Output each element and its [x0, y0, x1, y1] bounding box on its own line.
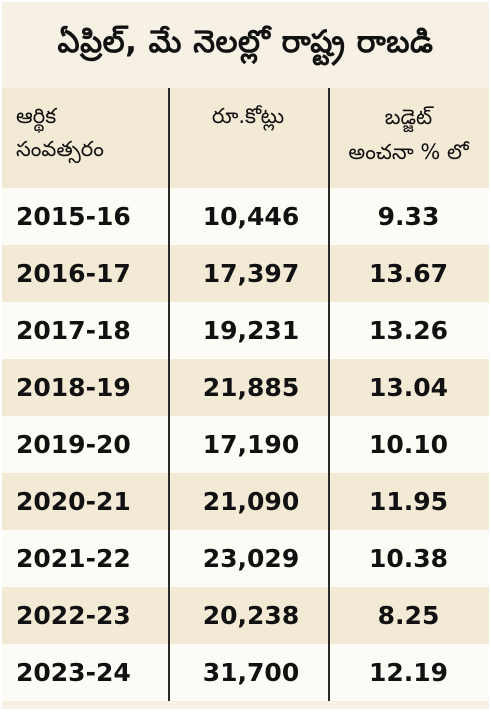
table-row: 2018-19 21,885 13.04: [2, 359, 489, 416]
column-divider: [328, 88, 330, 701]
percent-cell: 13.67: [368, 259, 449, 288]
amount-cell: 21,885: [202, 373, 300, 402]
percent-cell: 9.33: [377, 202, 440, 231]
percent-cell: 10.10: [368, 430, 449, 459]
table-row: 2022-23 20,238 8.25: [2, 587, 489, 644]
amount-cell: 23,029: [202, 544, 300, 573]
header-amount: రూ.కోట్లు: [168, 88, 328, 133]
amount-cell: 19,231: [202, 316, 300, 345]
year-cell: 2016-17: [16, 259, 131, 288]
header-amount-line: రూ.కోట్లు: [211, 104, 285, 128]
percent-cell: 13.04: [368, 373, 449, 402]
amount-cell: 21,090: [202, 487, 300, 516]
amount-cell: 10,446: [202, 202, 300, 231]
table-row: 2017-18 19,231 13.26: [2, 302, 489, 359]
year-cell: 2020-21: [16, 487, 131, 516]
year-cell: 2021-22: [16, 544, 131, 573]
header-year-line: సంవత్సరం: [16, 137, 104, 161]
page-title: ఏప్రిల్, మే నెలల్లో రాష్ట్ర రాబడి: [57, 23, 434, 60]
header-percent: బడ్జెట్ అంచనా % లో: [328, 88, 489, 170]
year-cell: 2018-19: [16, 373, 131, 402]
header-year-line: ఆర్థిక: [16, 104, 57, 128]
percent-cell: 8.25: [377, 601, 440, 630]
percent-cell: 11.95: [368, 487, 449, 516]
percent-cell: 13.26: [368, 316, 449, 345]
table-row: 2023-24 31,700 12.19: [2, 644, 489, 701]
percent-cell: 12.19: [368, 658, 449, 687]
year-cell: 2017-18: [16, 316, 131, 345]
year-cell: 2015-16: [16, 202, 131, 231]
header-year: ఆర్థిక సంవత్సరం: [2, 88, 168, 166]
year-cell: 2019-20: [16, 430, 131, 459]
amount-cell: 17,190: [202, 430, 300, 459]
amount-cell: 17,397: [202, 259, 300, 288]
table-row: 2020-21 21,090 11.95: [2, 473, 489, 530]
percent-cell: 10.38: [368, 544, 449, 573]
column-divider: [168, 88, 170, 701]
table-row: 2016-17 17,397 13.67: [2, 245, 489, 302]
header-percent-line: అంచనా % లో: [348, 140, 469, 164]
table-row: 2019-20 17,190 10.10: [2, 416, 489, 473]
amount-cell: 31,700: [202, 658, 300, 687]
amount-cell: 20,238: [202, 601, 300, 630]
table-row: 2015-16 10,446 9.33: [2, 188, 489, 245]
table-body: 2015-16 10,446 9.33 2016-17 17,397 13.67 2017-…: [2, 188, 489, 701]
table-row: 2021-22 23,029 10.38: [2, 530, 489, 587]
header-percent-line: బడ్జెట్: [384, 105, 433, 129]
revenue-table: ఆర్థిక సంవత్సరం రూ.కోట్లు బడ్జెట్ అంచనా …: [2, 88, 489, 701]
year-cell: 2022-23: [16, 601, 131, 630]
table-header-row: ఆర్థిక సంవత్సరం రూ.కోట్లు బడ్జెట్ అంచనా …: [2, 88, 489, 188]
year-cell: 2023-24: [16, 658, 131, 687]
